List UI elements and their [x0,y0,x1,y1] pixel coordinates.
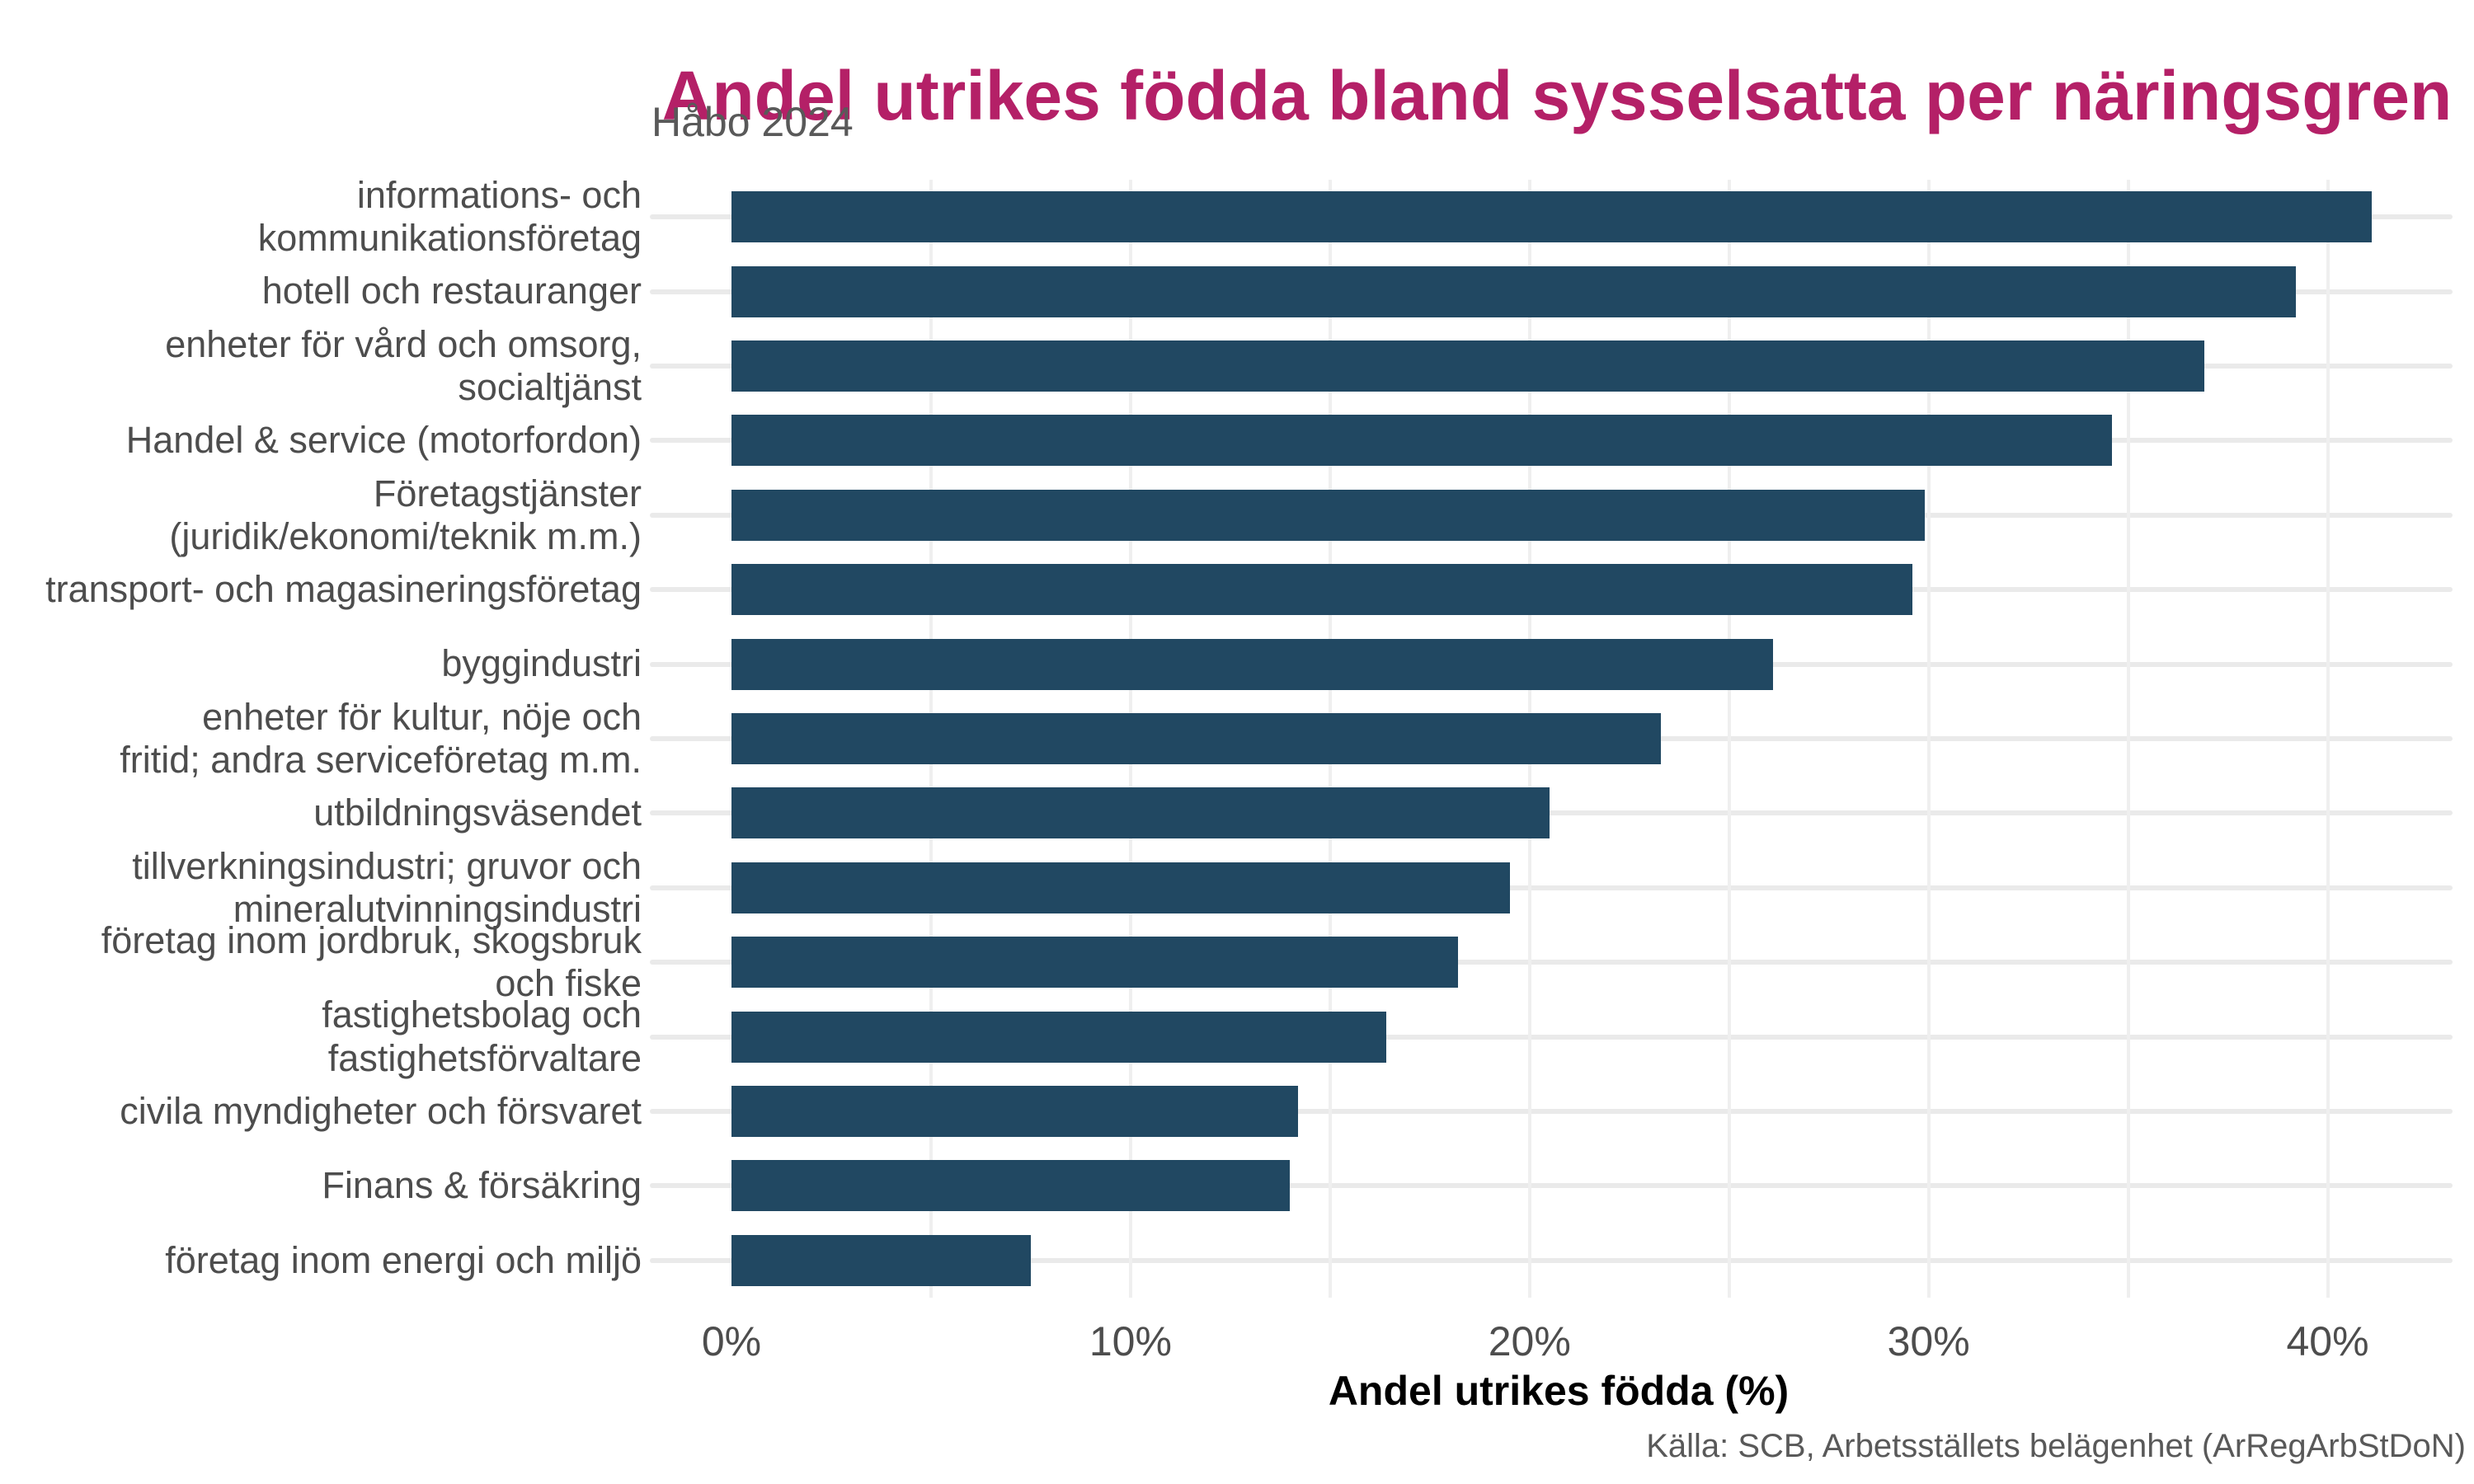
y-axis-label: byggindustri [441,642,642,685]
x-tick-label: 20% [1488,1318,1571,1364]
bar [731,564,1913,616]
y-axis-label: Handel & service (motorfordon) [125,419,642,462]
x-tick-label: 0% [701,1318,762,1364]
x-tick-label: 30% [1887,1318,1970,1364]
bar [731,340,2204,392]
x-tick-label: 10% [1089,1318,1172,1364]
y-axis-label: Finans & försäkring [322,1164,642,1207]
y-gridline [650,1109,2453,1114]
y-gridline [650,810,2453,816]
bar [731,787,1550,839]
x-gridline [1926,180,1931,1298]
source-caption: Källa: SCB, Arbetsställets belägenhet (A… [1646,1428,2466,1464]
bar [731,937,1458,989]
y-axis-label: företag inom jordbruk, skogsbruk och fis… [101,919,642,1005]
bar [731,265,2296,317]
y-axis-label: enheter för vård och omsorg, socialtjäns… [165,322,642,408]
y-axis-label: Företagstjänster (juridik/ekonomi/teknik… [169,472,642,557]
y-gridline [650,1257,2453,1263]
bar [731,1011,1386,1063]
bar [731,1234,1031,1286]
chart-title: Andel utrikes födda bland sysselsatta pe… [661,57,2453,135]
x-gridline [1727,180,1731,1298]
bar [731,415,2113,467]
y-axis-label: enheter för kultur, nöje och fritid; and… [120,695,642,781]
bar [731,1160,1291,1212]
bar [731,191,2372,243]
bar [731,638,1773,690]
x-gridline [2126,180,2130,1298]
bar [731,1086,1299,1137]
chart-subtitle: Håbo 2024 [651,99,854,145]
x-axis-title: Andel utrikes födda (%) [1328,1368,1790,1414]
bar [731,862,1510,913]
bar [731,713,1662,764]
y-axis-label: tillverkningsindustri; gruvor och minera… [132,844,642,930]
x-tick-label: 40% [2286,1318,2369,1364]
y-gridline [650,1183,2453,1189]
y-axis-label: transport- och magasineringsföretag [45,568,642,611]
y-gridline [650,1034,2453,1040]
bar [731,489,1925,541]
y-gridline [650,885,2453,890]
y-gridline [650,960,2453,965]
y-axis-label: informations- och kommunikationsföretag [257,174,642,260]
y-axis-label: civila myndigheter och försvaret [120,1089,642,1132]
x-gridline [2326,180,2330,1298]
y-axis-label: fastighetsbolag och fastighetsförvaltare [322,993,642,1079]
y-axis-label: företag inom energi och miljö [165,1238,642,1281]
y-axis-label: hotell och restauranger [261,270,642,312]
y-axis-label: utbildningsväsendet [313,791,642,834]
